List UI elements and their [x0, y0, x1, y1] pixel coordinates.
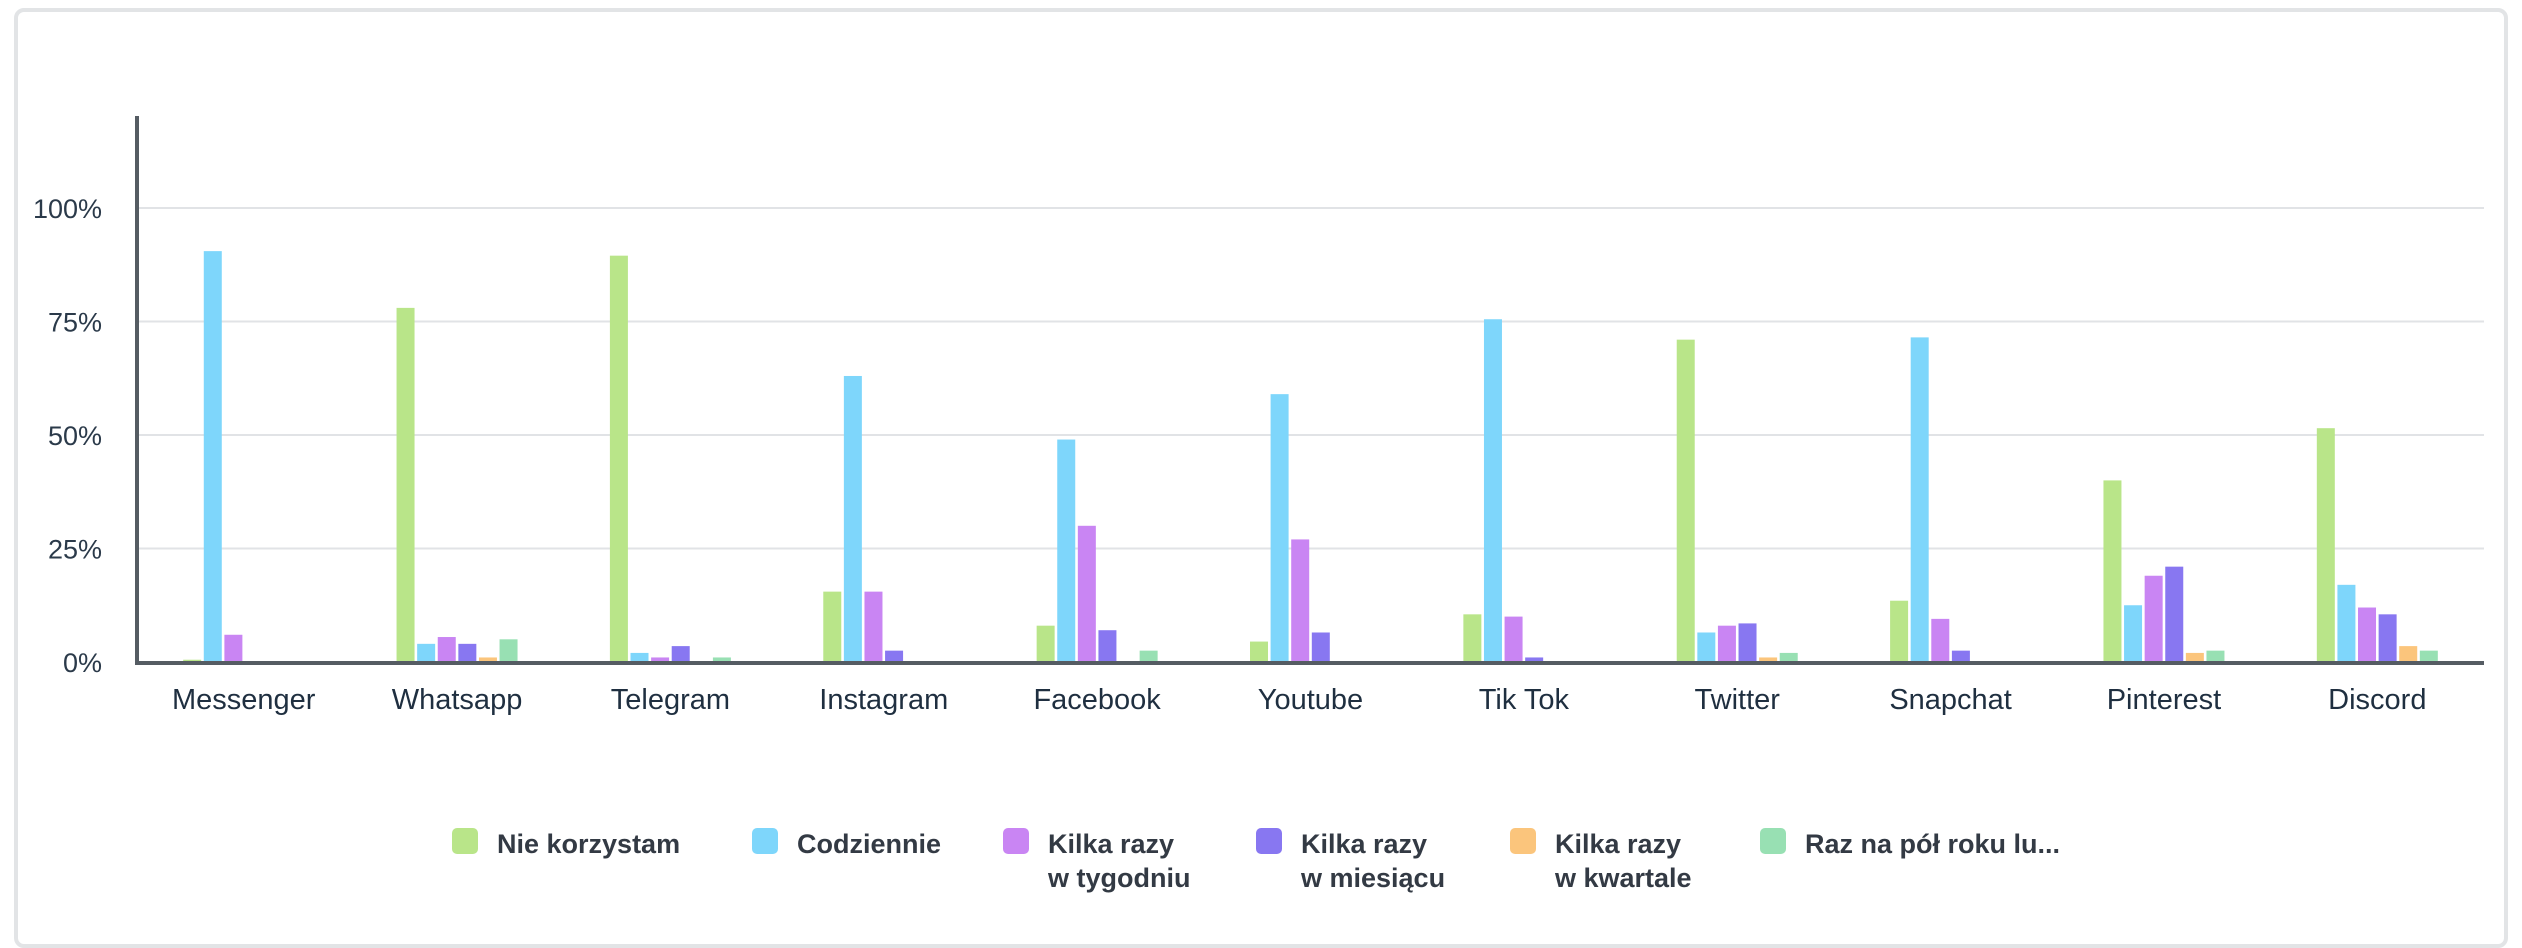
bar-whatsapp-series-1[interactable] [417, 643, 436, 662]
y-tick-label: 25% [48, 535, 102, 565]
bar-facebook-series-2[interactable] [1077, 525, 1096, 662]
legend-label: Codziennie [797, 829, 941, 859]
legend-swatch [1760, 828, 1786, 854]
bar-twitter-series-3[interactable] [1738, 623, 1757, 662]
bar-whatsapp-series-0[interactable] [396, 307, 415, 662]
y-tick-label: 100% [33, 194, 102, 224]
bar-pinterest-series-1[interactable] [2124, 605, 2143, 662]
x-tick-label: Whatsapp [392, 684, 523, 716]
x-tick-label: Snapchat [1889, 684, 2012, 716]
bar-telegram-series-3[interactable] [671, 646, 690, 662]
x-tick-label: Telegram [611, 684, 730, 716]
bar-pinterest-series-2[interactable] [2144, 575, 2163, 662]
legend-label: w miesiącu [1300, 863, 1445, 893]
bar-whatsapp-series-2[interactable] [437, 637, 456, 662]
bar-instagram-series-3[interactable] [885, 650, 904, 662]
x-tick-label: Pinterest [2107, 684, 2221, 716]
bar-messenger-series-0[interactable] [183, 659, 202, 662]
y-axis-ticks: 0% 25% 50% 75% 100% [33, 194, 102, 678]
legend-swatch [1003, 828, 1029, 854]
bar-instagram-series-2[interactable] [864, 591, 883, 662]
bar-tik-tok-series-1[interactable] [1483, 319, 1502, 662]
bar-chart: 0% 25% 50% 75% 100% Messenger Whatsapp Telegra… [33, 116, 2484, 893]
bar-discord-series-4[interactable] [2399, 646, 2418, 662]
bar-snapchat-series-1[interactable] [1910, 337, 1929, 662]
bar-tik-tok-series-0[interactable] [1463, 614, 1482, 662]
bar-youtube-series-3[interactable] [1311, 632, 1330, 662]
bars [183, 251, 2438, 663]
bar-snapchat-series-3[interactable] [1951, 650, 1970, 662]
bar-twitter-series-2[interactable] [1717, 625, 1736, 662]
x-tick-label: Twitter [1695, 684, 1781, 716]
y-tick-label: 0% [63, 648, 102, 678]
bar-pinterest-series-5[interactable] [2206, 650, 2225, 662]
bar-instagram-series-0[interactable] [823, 591, 842, 662]
bar-telegram-series-2[interactable] [651, 657, 670, 662]
chart-card [14, 8, 2508, 948]
bar-snapchat-series-2[interactable] [1931, 618, 1950, 662]
legend: Nie korzystam Codziennie Kilka razy w tygod… [452, 828, 2060, 893]
legend-label: Nie korzystam [497, 829, 680, 859]
x-tick-label: Tik Tok [1479, 684, 1570, 716]
bar-twitter-series-1[interactable] [1697, 632, 1716, 662]
bar-tik-tok-series-3[interactable] [1525, 657, 1544, 662]
bar-messenger-series-1[interactable] [203, 251, 222, 662]
bar-messenger-series-2[interactable] [224, 634, 243, 662]
x-axis-labels: Messenger Whatsapp Telegram Instagram Facebo… [172, 684, 2427, 716]
bar-instagram-series-1[interactable] [843, 375, 862, 662]
bar-facebook-series-1[interactable] [1057, 439, 1076, 662]
legend-swatch [752, 828, 778, 854]
bar-whatsapp-series-3[interactable] [458, 643, 477, 662]
bar-youtube-series-1[interactable] [1270, 394, 1289, 662]
bar-discord-series-5[interactable] [2419, 650, 2438, 662]
bar-telegram-series-5[interactable] [712, 657, 731, 662]
legend-label: w tygodniu [1047, 863, 1190, 893]
bar-pinterest-series-3[interactable] [2165, 566, 2184, 662]
x-tick-label: Youtube [1258, 684, 1363, 716]
bar-whatsapp-series-4[interactable] [478, 657, 497, 662]
legend-label: Kilka razy [1555, 829, 1681, 859]
bar-telegram-series-1[interactable] [630, 652, 649, 662]
bar-twitter-series-4[interactable] [1759, 657, 1778, 662]
legend-swatch [1256, 828, 1282, 854]
bar-youtube-series-0[interactable] [1250, 641, 1268, 662]
legend-label: Kilka razy [1048, 829, 1174, 859]
y-tick-label: 50% [48, 421, 102, 451]
legend-swatch [452, 828, 478, 854]
x-tick-label: Messenger [172, 684, 316, 716]
bar-youtube-series-2[interactable] [1291, 539, 1310, 662]
bar-discord-series-0[interactable] [2316, 428, 2335, 662]
bar-pinterest-series-4[interactable] [2185, 652, 2204, 662]
bar-discord-series-2[interactable] [2358, 607, 2377, 662]
bar-telegram-series-0[interactable] [609, 255, 628, 663]
axes [135, 116, 2484, 665]
bar-twitter-series-5[interactable] [1779, 652, 1798, 662]
bar-snapchat-series-0[interactable] [1890, 600, 1909, 662]
legend-label: Kilka razy [1301, 829, 1427, 859]
bar-whatsapp-series-5[interactable] [499, 639, 518, 662]
legend-swatch [1510, 828, 1536, 854]
bar-facebook-series-5[interactable] [1139, 650, 1158, 662]
x-tick-label: Instagram [819, 684, 948, 716]
legend-label: w kwartale [1554, 863, 1692, 893]
legend-label: Raz na pół roku lu... [1805, 829, 2060, 859]
bar-tik-tok-series-2[interactable] [1504, 616, 1523, 662]
bar-discord-series-1[interactable] [2337, 584, 2356, 662]
y-tick-label: 75% [48, 308, 102, 338]
bar-facebook-series-0[interactable] [1036, 625, 1055, 662]
bar-discord-series-3[interactable] [2378, 614, 2397, 662]
x-tick-label: Discord [2328, 684, 2426, 716]
gridlines [137, 207, 2484, 550]
bar-twitter-series-0[interactable] [1676, 339, 1695, 662]
x-tick-label: Facebook [1033, 684, 1161, 716]
bar-pinterest-series-0[interactable] [2103, 480, 2122, 662]
bar-facebook-series-3[interactable] [1098, 630, 1117, 662]
